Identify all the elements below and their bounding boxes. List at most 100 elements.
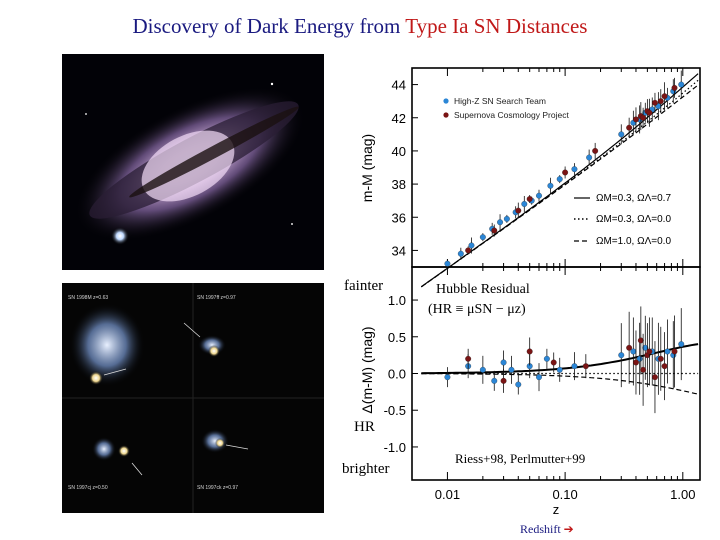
legend-marker-scp — [443, 112, 449, 118]
bottom-y-tick-label: -0.5 — [384, 403, 406, 418]
top-data-point-highz — [618, 131, 625, 138]
legend-label-scp: Supernova Cosmology Project — [454, 110, 569, 120]
top-data-point-highz — [457, 250, 464, 257]
top-data-point-highz — [630, 119, 637, 126]
top-data-point-highz — [536, 192, 542, 199]
top-plot-frame — [411, 67, 701, 268]
top-data-point-scp — [644, 108, 651, 115]
top-data-point-highz — [678, 81, 685, 88]
top-data-point-highz — [649, 106, 656, 113]
top-data-point-highz — [547, 182, 554, 189]
top-data-point-highz — [571, 166, 578, 173]
bottom-data-point-highz — [556, 366, 563, 373]
x-tick-label: 1.00 — [670, 487, 695, 502]
bottom-y-tick-label: 0.5 — [388, 330, 406, 345]
page-title: Discovery of Dark Energy from Type Ia SN… — [0, 14, 720, 39]
legend-model-2: ΩM=0.3, ΩΛ=0.0 — [596, 214, 671, 225]
top-data-point-highz — [636, 116, 643, 123]
top-data-point-highz — [503, 215, 510, 222]
top-data-point-highz — [468, 242, 475, 249]
top-data-point-scp — [562, 169, 569, 176]
legend-model-1: ΩM=0.3, ΩΛ=0.7 — [596, 193, 671, 204]
top-data-point-highz — [670, 88, 677, 95]
bottom-data-point-scp — [652, 374, 658, 381]
x-axis-label: z — [553, 502, 560, 517]
top-data-point-scp — [661, 93, 668, 100]
bottom-data-point-highz — [491, 377, 498, 384]
sn-panel-label: SN 1997cj z=0.50 — [68, 485, 108, 491]
top-data-point-scp — [626, 124, 633, 131]
title-part-1: Discovery of Dark Energy from — [132, 14, 401, 38]
top-data-point-scp — [640, 114, 647, 121]
top-data-point-scp — [526, 196, 533, 202]
bottom-data-point-highz — [571, 363, 578, 370]
top-y-tick-label: 44 — [392, 78, 406, 93]
hubble-residual-label: Hubble Residual — [436, 282, 530, 297]
top-data-point-scp — [633, 116, 639, 123]
bottom-data-point-highz — [465, 363, 472, 370]
bottom-data-point-highz — [618, 352, 625, 359]
top-y-tick-label: 38 — [392, 177, 406, 192]
top-data-point-scp — [592, 147, 599, 154]
x-tick-label: 0.01 — [435, 487, 460, 502]
top-data-point-highz — [444, 260, 451, 267]
bottom-data-point-highz — [642, 344, 649, 351]
top-model-curve — [420, 73, 699, 288]
top-data-point-highz — [556, 176, 563, 183]
bottom-data-point-scp — [637, 337, 644, 344]
bottom-data-point-scp — [646, 348, 653, 355]
top-model-curve — [420, 79, 699, 288]
bottom-data-point-highz — [655, 355, 662, 362]
x-tick-label: 0.10 — [552, 487, 577, 502]
bottom-data-point-highz — [664, 348, 671, 355]
supernova-panels: SN 1998M z=0.63 SN 1997ff z=0.97 SN 1997… — [62, 283, 324, 513]
top-data-point-scp — [465, 247, 472, 254]
bottom-data-point-highz — [678, 341, 685, 348]
top-data-point-scp — [491, 227, 498, 234]
sn-panel-label: SN 1998M z=0.63 — [68, 295, 109, 301]
bottom-data-point-scp — [640, 366, 647, 373]
bottom-data-point-highz — [526, 363, 533, 370]
bottom-data-point-highz — [543, 355, 550, 362]
legend-marker-highz — [443, 98, 449, 104]
galaxy-image — [62, 54, 324, 270]
bottom-data-point-highz — [649, 348, 656, 355]
bottom-data-point-highz — [630, 348, 637, 355]
top-y-tick-label: 40 — [392, 144, 406, 159]
hr-formula: (HR ≡ μSN − μz) — [428, 302, 526, 317]
bottom-y-tick-label: 0.0 — [388, 367, 406, 382]
bottom-data-point-scp — [626, 344, 633, 351]
top-y-tick-label: 36 — [392, 210, 406, 225]
bottom-data-point-scp — [657, 355, 664, 362]
top-data-point-highz — [642, 109, 649, 116]
top-data-point-highz — [521, 201, 528, 207]
bottom-data-point-scp — [526, 348, 533, 355]
top-data-point-highz — [655, 103, 662, 110]
bottom-y-tick-label: -1.0 — [384, 440, 406, 455]
bottom-data-point-scp — [644, 352, 651, 359]
legend-model-3: ΩM=1.0, ΩΛ=0.0 — [596, 236, 671, 247]
top-data-point-highz — [528, 197, 535, 204]
top-data-point-scp — [652, 99, 658, 106]
bottom-data-point-scp — [465, 355, 472, 362]
bottom-model-curve — [421, 343, 699, 375]
bottom-data-point-scp — [661, 363, 668, 370]
legend-label-highz: High-Z SN Search Team — [454, 96, 546, 106]
top-data-point-highz — [497, 219, 504, 226]
top-data-point-scp — [637, 113, 644, 120]
top-data-point-scp — [646, 109, 653, 116]
redshift-label: Redshift ➔ — [520, 522, 574, 536]
top-data-point-highz — [664, 94, 671, 101]
arrow-right-icon: ➔ — [563, 522, 574, 536]
bottom-plot-frame — [411, 266, 701, 481]
bottom-y-tick-label: 1.0 — [388, 293, 406, 308]
bottom-data-point-highz — [444, 374, 451, 381]
top-data-point-scp — [515, 207, 522, 214]
top-y-tick-label: 34 — [392, 243, 406, 258]
bottom-data-point-highz — [508, 366, 515, 373]
sn-panel-label: SN 1997ck z=0.97 — [197, 485, 239, 491]
bottom-data-point-highz — [479, 366, 486, 373]
top-data-point-highz — [479, 234, 486, 241]
brighter-label: brighter — [342, 461, 390, 477]
top-data-point-scp — [671, 84, 678, 91]
